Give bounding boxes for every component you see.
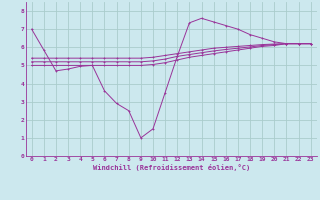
X-axis label: Windchill (Refroidissement éolien,°C): Windchill (Refroidissement éolien,°C) <box>92 164 250 171</box>
